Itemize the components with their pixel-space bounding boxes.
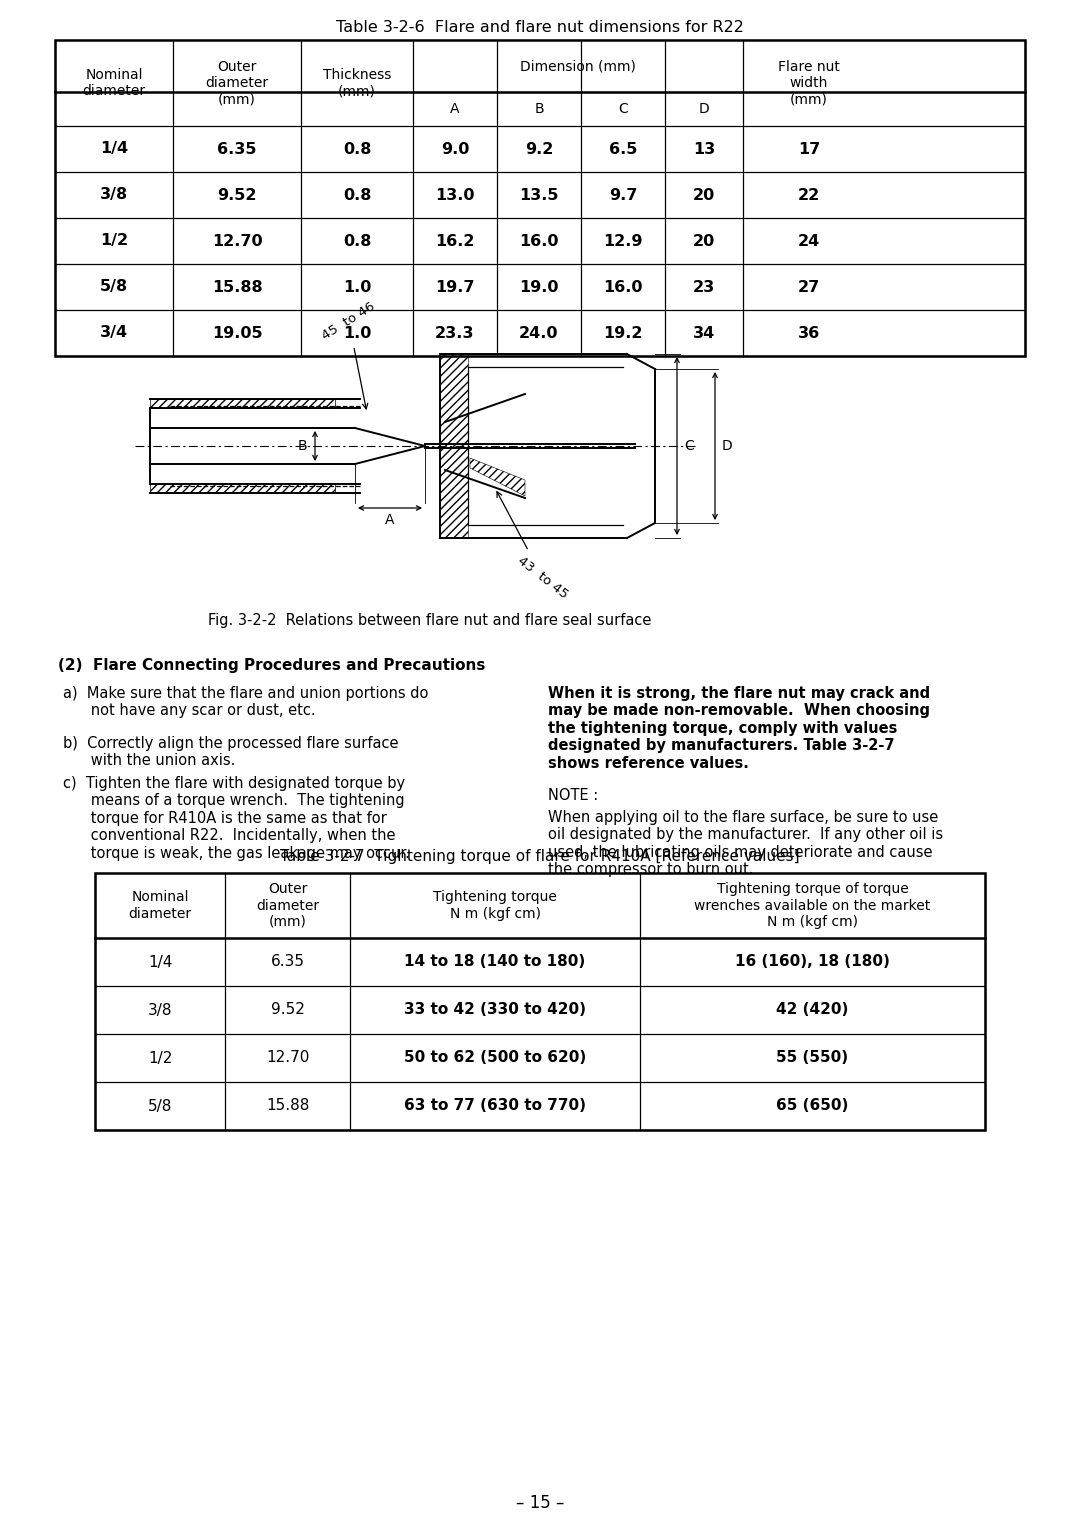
Text: Outer
diameter
(mm): Outer diameter (mm) [256, 882, 319, 929]
Text: 1.0: 1.0 [342, 325, 372, 341]
Text: 1/4: 1/4 [148, 955, 172, 969]
Text: 6.35: 6.35 [270, 955, 305, 969]
Text: 15.88: 15.88 [212, 280, 262, 295]
Text: 5/8: 5/8 [148, 1099, 172, 1114]
Text: 16.2: 16.2 [435, 234, 475, 249]
Text: 20: 20 [693, 234, 715, 249]
Text: Dimension (mm): Dimension (mm) [521, 60, 636, 73]
Text: A: A [450, 102, 460, 116]
Text: Nominal
diameter: Nominal diameter [82, 67, 146, 98]
Text: 16.0: 16.0 [519, 234, 558, 249]
Text: 16 (160), 18 (180): 16 (160), 18 (180) [735, 955, 890, 969]
Text: 33 to 42 (330 to 420): 33 to 42 (330 to 420) [404, 1002, 586, 1018]
Text: 1/2: 1/2 [100, 234, 129, 249]
Text: Table 3-2-7  Tightening torque of flare for R410A [Reference values]: Table 3-2-7 Tightening torque of flare f… [280, 848, 800, 863]
Bar [440, 354, 468, 538]
Text: 22: 22 [798, 188, 820, 203]
Text: 50 to 62 (500 to 620): 50 to 62 (500 to 620) [404, 1051, 586, 1065]
Text: C: C [618, 102, 627, 116]
Text: 13.5: 13.5 [519, 188, 558, 203]
Text: 55 (550): 55 (550) [777, 1051, 849, 1065]
Bar [55, 40, 1025, 356]
Text: 9.7: 9.7 [609, 188, 637, 203]
Text: 24: 24 [798, 234, 820, 249]
Text: 24.0: 24.0 [519, 325, 558, 341]
Text: 19.05: 19.05 [212, 325, 262, 341]
Text: a)  Make sure that the flare and union portions do
      not have any scar or du: a) Make sure that the flare and union po… [63, 686, 429, 718]
Text: Outer
diameter
(mm): Outer diameter (mm) [205, 60, 269, 107]
Text: 45  to 46: 45 to 46 [320, 301, 378, 410]
Text: – 15 –: – 15 – [516, 1494, 564, 1513]
Text: 1/4: 1/4 [100, 142, 129, 156]
Text: 17: 17 [798, 142, 820, 156]
Text: 5/8: 5/8 [100, 280, 129, 295]
Text: 0.8: 0.8 [342, 188, 372, 203]
Text: Nominal
diameter: Nominal diameter [129, 891, 191, 920]
Text: 1.0: 1.0 [342, 280, 372, 295]
Text: 0.8: 0.8 [342, 234, 372, 249]
Text: 43  to 45: 43 to 45 [497, 492, 570, 601]
Text: 34: 34 [693, 325, 715, 341]
Text: 3/8: 3/8 [148, 1002, 172, 1018]
Text: Flare nut
width
(mm): Flare nut width (mm) [778, 60, 840, 107]
Text: 15.88: 15.88 [266, 1099, 309, 1114]
Text: 63 to 77 (630 to 770): 63 to 77 (630 to 770) [404, 1099, 586, 1114]
Text: 12.70: 12.70 [266, 1051, 309, 1065]
Text: 9.52: 9.52 [271, 1002, 305, 1018]
Text: B: B [297, 439, 307, 452]
Text: 42 (420): 42 (420) [777, 1002, 849, 1018]
Text: 19.7: 19.7 [435, 280, 475, 295]
Text: 0.8: 0.8 [342, 142, 372, 156]
Text: 14 to 18 (140 to 180): 14 to 18 (140 to 180) [404, 955, 585, 969]
Text: When applying oil to the flare surface, be sure to use
oil designated by the man: When applying oil to the flare surface, … [548, 810, 943, 877]
Text: Tightening torque of torque
wrenches available on the market
N m (kgf cm): Tightening torque of torque wrenches ava… [694, 882, 931, 929]
Text: 12.70: 12.70 [212, 234, 262, 249]
Text: B: B [535, 102, 544, 116]
Text: NOTE :: NOTE : [548, 788, 598, 804]
Text: 65 (650): 65 (650) [777, 1099, 849, 1114]
Text: 13.0: 13.0 [435, 188, 475, 203]
Text: Fig. 3-2-2  Relations between flare nut and flare seal surface: Fig. 3-2-2 Relations between flare nut a… [208, 614, 651, 628]
Text: 9.52: 9.52 [217, 188, 257, 203]
Text: C: C [684, 439, 693, 452]
Text: 6.35: 6.35 [217, 142, 257, 156]
Text: 13: 13 [693, 142, 715, 156]
Text: (2)  Flare Connecting Procedures and Precautions: (2) Flare Connecting Procedures and Prec… [58, 659, 485, 672]
Text: Thickness
(mm): Thickness (mm) [323, 67, 391, 98]
Text: 3/8: 3/8 [100, 188, 129, 203]
Text: c)  Tighten the flare with designated torque by
      means of a torque wrench. : c) Tighten the flare with designated tor… [63, 776, 410, 860]
Text: D: D [699, 102, 710, 116]
Text: When it is strong, the flare nut may crack and
may be made non-removable.  When : When it is strong, the flare nut may cra… [548, 686, 930, 770]
Text: 3/4: 3/4 [100, 325, 129, 341]
Text: Tightening torque
N m (kgf cm): Tightening torque N m (kgf cm) [433, 891, 557, 920]
Text: 19.2: 19.2 [604, 325, 643, 341]
Text: 20: 20 [693, 188, 715, 203]
Text: D: D [723, 439, 732, 452]
Bar [150, 484, 335, 494]
Bar [150, 399, 335, 408]
Text: Table 3-2-6  Flare and flare nut dimensions for R22: Table 3-2-6 Flare and flare nut dimensio… [336, 20, 744, 35]
Text: 9.2: 9.2 [525, 142, 553, 156]
Text: 27: 27 [798, 280, 820, 295]
Text: 19.0: 19.0 [519, 280, 558, 295]
Text: 9.0: 9.0 [441, 142, 469, 156]
Text: 36: 36 [798, 325, 820, 341]
Bar [95, 872, 985, 1131]
Text: 23: 23 [693, 280, 715, 295]
Text: 23.3: 23.3 [435, 325, 475, 341]
Text: 6.5: 6.5 [609, 142, 637, 156]
Text: A: A [386, 513, 395, 527]
Text: b)  Correctly align the processed flare surface
      with the union axis.: b) Correctly align the processed flare s… [63, 736, 399, 769]
Text: 16.0: 16.0 [604, 280, 643, 295]
Text: 1/2: 1/2 [148, 1051, 172, 1065]
Text: 12.9: 12.9 [604, 234, 643, 249]
